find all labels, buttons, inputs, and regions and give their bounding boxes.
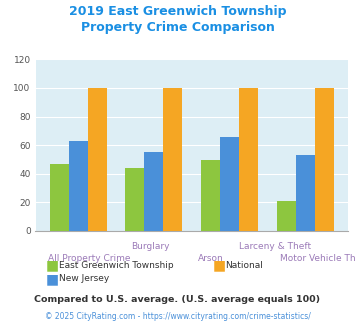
Bar xyxy=(201,159,220,231)
Text: New Jersey: New Jersey xyxy=(59,274,109,283)
Text: © 2025 CityRating.com - https://www.cityrating.com/crime-statistics/: © 2025 CityRating.com - https://www.city… xyxy=(45,312,310,321)
Bar xyxy=(50,164,69,231)
Bar xyxy=(277,201,296,231)
Bar xyxy=(296,155,315,231)
Text: ■: ■ xyxy=(46,259,59,273)
Text: Compared to U.S. average. (U.S. average equals 100): Compared to U.S. average. (U.S. average … xyxy=(34,295,321,304)
Text: Burglary: Burglary xyxy=(131,243,169,251)
Bar xyxy=(144,152,163,231)
Bar xyxy=(163,88,182,231)
Text: All Property Crime: All Property Crime xyxy=(48,254,131,263)
Text: ■: ■ xyxy=(213,259,226,273)
Bar xyxy=(220,137,239,231)
Text: Motor Vehicle Theft: Motor Vehicle Theft xyxy=(280,254,355,263)
Bar xyxy=(88,88,106,231)
Text: 2019 East Greenwich Township
Property Crime Comparison: 2019 East Greenwich Township Property Cr… xyxy=(69,5,286,34)
Bar xyxy=(125,168,144,231)
Text: ■: ■ xyxy=(46,272,59,286)
Text: National: National xyxy=(225,261,263,270)
Bar xyxy=(69,141,88,231)
Text: Larceny & Theft: Larceny & Theft xyxy=(239,243,311,251)
Bar xyxy=(315,88,334,231)
Text: East Greenwich Township: East Greenwich Township xyxy=(59,261,173,270)
Bar xyxy=(239,88,258,231)
Text: Arson: Arson xyxy=(198,254,224,263)
